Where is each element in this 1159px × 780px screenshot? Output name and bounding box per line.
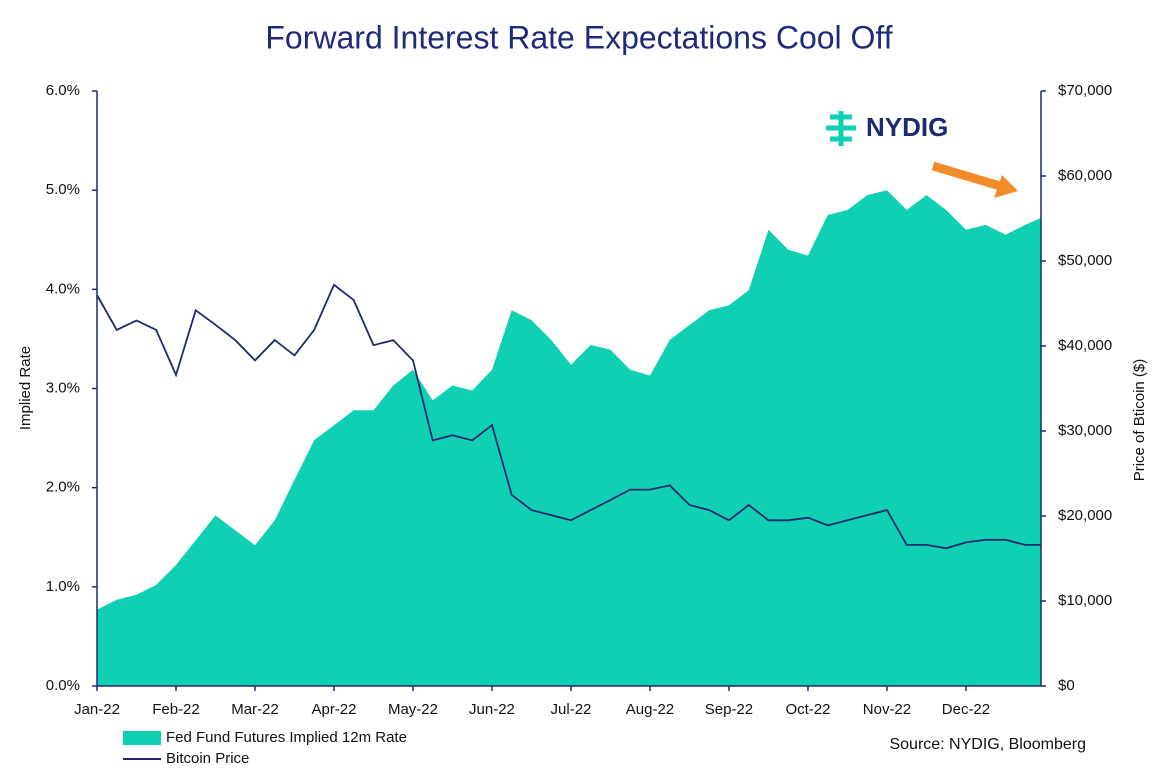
x-tick-label: Oct-22 — [785, 701, 830, 718]
y-tick-label: 1.0% — [46, 578, 80, 595]
y-tick-label: 6.0% — [46, 82, 80, 99]
y2-tick-label: $60,000 — [1058, 167, 1112, 184]
y-tick-label: 0.0% — [46, 677, 80, 694]
x-tick-label: Feb-22 — [152, 701, 200, 718]
arrow-head — [994, 175, 1018, 198]
x-tick-label: May-22 — [388, 701, 438, 718]
arrow-shaft — [931, 161, 1002, 191]
y2-axis-label: Price of Bticoin ($) — [1131, 359, 1148, 482]
x-tick-label: Dec-22 — [942, 701, 990, 718]
logo-text: NYDIG — [866, 112, 948, 142]
x-tick-label: Nov-22 — [863, 701, 911, 718]
x-tick-label: Aug-22 — [626, 701, 674, 718]
y-axis-label: Implied Rate — [17, 346, 34, 430]
logo: NYDIG — [826, 111, 948, 146]
trend-arrow — [931, 161, 1018, 198]
chart-title: Forward Interest Rate Expectations Cool … — [265, 19, 892, 55]
area — [97, 190, 1041, 686]
legend-swatch — [123, 731, 161, 745]
legend-label: Fed Fund Futures Implied 12m Rate — [166, 729, 407, 746]
y-tick-label: 3.0% — [46, 379, 80, 396]
x-tick-label: Sep-22 — [705, 701, 753, 718]
y2-tick-label: $10,000 — [1058, 592, 1112, 609]
y2-tick-label: $30,000 — [1058, 422, 1112, 439]
y2-tick-label: $0 — [1058, 677, 1075, 694]
x-tick-label: Mar-22 — [231, 701, 279, 718]
y2-tick-label: $40,000 — [1058, 337, 1112, 354]
y-tick-label: 4.0% — [46, 280, 80, 297]
y2-tick-label: $20,000 — [1058, 507, 1112, 524]
x-tick-label: Jul-22 — [551, 701, 592, 718]
line — [96, 283, 1041, 550]
x-tick-label: Jun-22 — [469, 701, 515, 718]
logo-icon — [826, 111, 856, 146]
y-tick-label: 2.0% — [46, 479, 80, 496]
y2-tick-label: $70,000 — [1058, 82, 1112, 99]
y-tick-label: 5.0% — [46, 181, 80, 198]
plot-area — [96, 190, 1041, 686]
y2-tick-label: $50,000 — [1058, 252, 1112, 269]
x-tick-label: Apr-22 — [311, 701, 356, 718]
source: Source: NYDIG, Bloomberg — [889, 736, 1086, 753]
x-tick-label: Jan-22 — [74, 701, 120, 718]
legend-label: Bitcoin Price — [166, 750, 249, 767]
